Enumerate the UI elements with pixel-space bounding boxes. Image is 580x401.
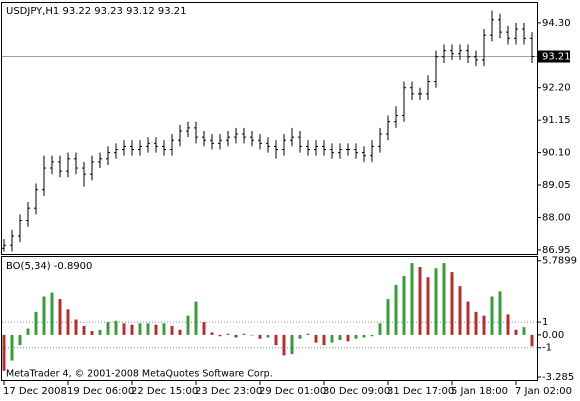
histogram-bar bbox=[354, 334, 358, 339]
x-tick-label: 23 Dec 23:00 bbox=[195, 386, 262, 397]
histogram-bar bbox=[162, 323, 166, 335]
histogram-bar bbox=[202, 322, 206, 335]
y-tick-label: 94.30 bbox=[542, 18, 571, 29]
histogram-bar bbox=[346, 334, 350, 342]
x-tick-label: 19 Dec 06:00 bbox=[67, 386, 134, 397]
y-tick-label: 86.95 bbox=[542, 245, 571, 256]
histogram-bar bbox=[50, 292, 54, 335]
histogram-bar bbox=[394, 284, 398, 335]
y-tick-label: -3.285 bbox=[542, 372, 574, 383]
histogram-bar bbox=[498, 291, 502, 335]
y-tick-label: 89.05 bbox=[542, 180, 571, 191]
histogram-bar bbox=[274, 334, 278, 346]
histogram-bar bbox=[218, 334, 222, 337]
histogram-bar bbox=[146, 323, 150, 335]
histogram-bar bbox=[314, 334, 318, 343]
histogram-bar bbox=[2, 334, 6, 371]
y-tick-label: 5.7899 bbox=[542, 256, 577, 267]
histogram-bar bbox=[194, 301, 198, 335]
x-tick-label: 17 Dec 2008 bbox=[3, 386, 67, 397]
histogram-bar bbox=[250, 334, 254, 336]
histogram-bar bbox=[66, 309, 70, 335]
histogram-bar bbox=[418, 266, 422, 335]
histogram-bar bbox=[26, 328, 30, 335]
histogram-bar bbox=[266, 334, 270, 338]
histogram-bar bbox=[258, 334, 262, 339]
histogram-bar bbox=[282, 334, 286, 356]
histogram-bar bbox=[10, 334, 14, 361]
histogram-bar bbox=[226, 333, 230, 335]
histogram-bar bbox=[370, 334, 374, 337]
histogram-bar bbox=[458, 286, 462, 335]
histogram-bar bbox=[466, 301, 470, 335]
x-tick-label: 29 Dec 01:00 bbox=[259, 386, 326, 397]
histogram-bar bbox=[170, 325, 174, 335]
histogram-bar bbox=[74, 319, 78, 335]
histogram-bar bbox=[442, 263, 446, 335]
x-tick-label: 7 Jan 02:00 bbox=[515, 386, 572, 397]
histogram-bar bbox=[106, 322, 110, 335]
histogram-bar bbox=[514, 329, 518, 335]
histogram-bar bbox=[490, 296, 494, 335]
footer: MetaTrader 4, © 2001-2008 MetaQuotes Sof… bbox=[6, 369, 273, 380]
histogram-bar bbox=[402, 275, 406, 335]
indicator-title: BO(5,34) -0.8900 bbox=[6, 261, 92, 272]
histogram-bar bbox=[138, 323, 142, 335]
histogram-bar bbox=[482, 315, 486, 335]
histogram-bar bbox=[114, 320, 118, 335]
histogram-bar bbox=[42, 296, 46, 335]
y-tick-label: 88.00 bbox=[542, 212, 571, 223]
histogram-bar bbox=[450, 272, 454, 335]
histogram-bar bbox=[530, 334, 534, 347]
indicator-panel-frame bbox=[1, 256, 538, 381]
histogram-bar bbox=[90, 331, 94, 335]
main-panel-frame bbox=[1, 2, 538, 255]
histogram-bar bbox=[34, 311, 38, 335]
histogram-bar bbox=[506, 314, 510, 335]
histogram-bar bbox=[98, 329, 102, 335]
histogram-bar bbox=[522, 327, 526, 335]
y-tick-label: 92.20 bbox=[542, 83, 571, 94]
histogram-bar bbox=[82, 325, 86, 335]
histogram-bar bbox=[18, 334, 22, 346]
y-tick-label: 1 bbox=[542, 317, 548, 328]
price-label: 93.21 bbox=[542, 52, 571, 63]
histogram-bar bbox=[298, 334, 302, 339]
histogram-bar bbox=[474, 311, 478, 335]
histogram-bar bbox=[426, 277, 430, 335]
y-tick-label: 90.10 bbox=[542, 148, 571, 159]
histogram-bar bbox=[58, 299, 62, 335]
x-tick-label: 30 Dec 09:00 bbox=[323, 386, 390, 397]
histogram-bar bbox=[410, 263, 414, 335]
y-tick-label: -1 bbox=[542, 343, 552, 354]
histogram-bar bbox=[338, 334, 342, 341]
histogram-bar bbox=[154, 324, 158, 335]
histogram-bar bbox=[210, 332, 214, 335]
x-tick-label: 31 Dec 17:00 bbox=[387, 386, 454, 397]
histogram-bar bbox=[362, 334, 366, 338]
histogram-bar bbox=[130, 324, 134, 335]
histogram-bar bbox=[242, 333, 246, 335]
y-tick-label: 91.15 bbox=[542, 115, 571, 126]
histogram-bar bbox=[178, 329, 182, 335]
histogram-bar bbox=[330, 334, 334, 343]
chart-title: USDJPY,H1 93.22 93.23 93.12 93.21 bbox=[6, 6, 187, 17]
histogram-bar bbox=[322, 334, 326, 346]
histogram-bar bbox=[386, 299, 390, 335]
x-tick-label: 22 Dec 15:00 bbox=[131, 386, 198, 397]
histogram-bar bbox=[234, 334, 238, 338]
price-label-box bbox=[538, 50, 570, 63]
histogram-bar bbox=[306, 333, 310, 335]
y-tick-label: 0.00 bbox=[542, 330, 564, 341]
x-tick-label: 5 Jan 18:00 bbox=[451, 386, 508, 397]
histogram-bar bbox=[378, 323, 382, 335]
histogram-bar bbox=[186, 315, 190, 335]
histogram-bar bbox=[434, 268, 438, 335]
histogram-bar bbox=[122, 323, 126, 335]
histogram-bar bbox=[290, 334, 294, 355]
